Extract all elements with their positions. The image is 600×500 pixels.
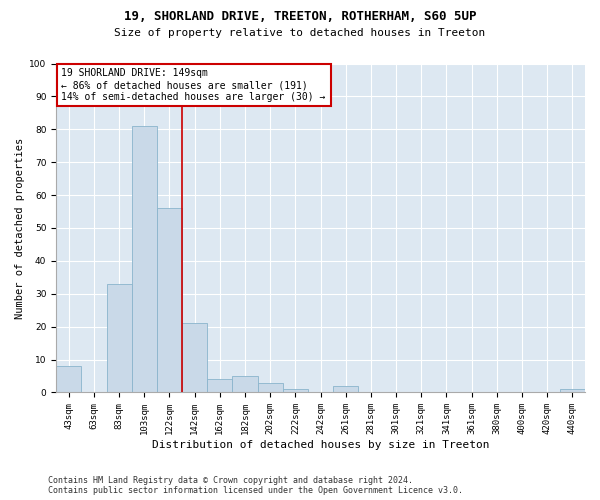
Bar: [182, 324, 207, 392]
Bar: [283, 389, 308, 392]
Bar: [560, 389, 585, 392]
Bar: [207, 380, 232, 392]
Bar: [107, 284, 131, 393]
Text: 19 SHORLAND DRIVE: 149sqm
← 86% of detached houses are smaller (191)
14% of semi: 19 SHORLAND DRIVE: 149sqm ← 86% of detac…: [61, 68, 326, 102]
Bar: [131, 126, 157, 392]
Bar: [157, 208, 182, 392]
Text: Size of property relative to detached houses in Treeton: Size of property relative to detached ho…: [115, 28, 485, 38]
Y-axis label: Number of detached properties: Number of detached properties: [15, 138, 25, 318]
Bar: [56, 366, 82, 392]
Bar: [232, 376, 257, 392]
Text: 19, SHORLAND DRIVE, TREETON, ROTHERHAM, S60 5UP: 19, SHORLAND DRIVE, TREETON, ROTHERHAM, …: [124, 10, 476, 23]
Text: Contains HM Land Registry data © Crown copyright and database right 2024.
Contai: Contains HM Land Registry data © Crown c…: [48, 476, 463, 495]
Bar: [257, 382, 283, 392]
X-axis label: Distribution of detached houses by size in Treeton: Distribution of detached houses by size …: [152, 440, 490, 450]
Bar: [333, 386, 358, 392]
